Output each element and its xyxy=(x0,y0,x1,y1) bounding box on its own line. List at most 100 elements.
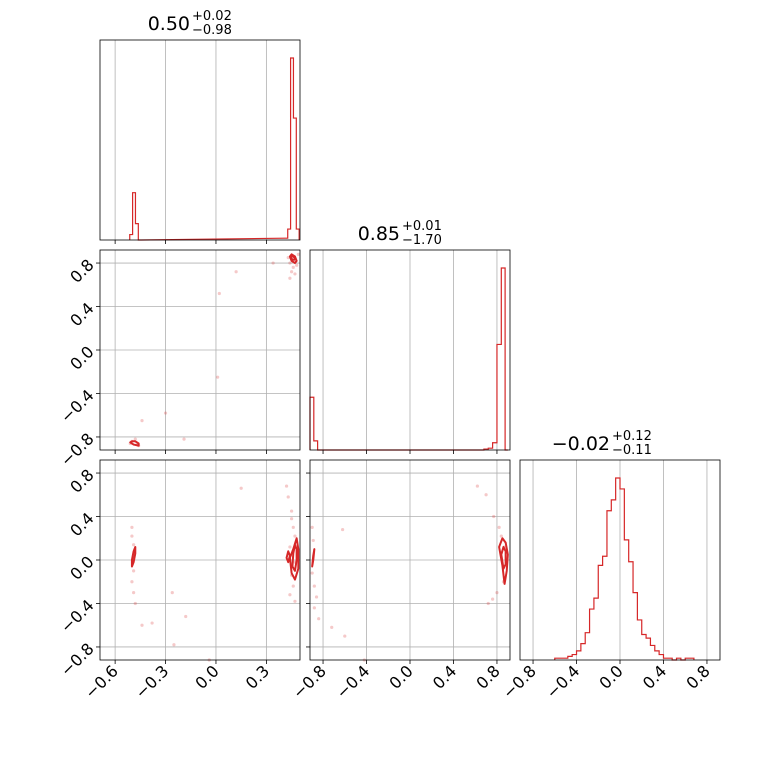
scatter-point xyxy=(163,411,168,415)
scatter-point xyxy=(284,484,289,488)
scatter-point xyxy=(288,545,292,549)
scatter-point xyxy=(172,643,176,647)
tick-label-y: −0.4 xyxy=(57,596,98,637)
scatter-point xyxy=(133,437,137,441)
scatter-point xyxy=(217,291,221,296)
tick-label-y: 0.8 xyxy=(66,465,97,496)
density-contour xyxy=(288,253,298,265)
title-plus-2: +0.12 xyxy=(612,429,652,444)
scatter-panel-0-1: −0.8−0.4 0.0 0.4 0.8 xyxy=(57,249,301,470)
scatter-point xyxy=(295,263,299,267)
scatter-point xyxy=(288,261,292,265)
tick-label-x: 0.0 xyxy=(595,661,626,692)
scatter-point xyxy=(317,617,321,621)
scatter-point xyxy=(484,493,488,497)
tick-label-x: −0.6 xyxy=(81,661,122,702)
scatter-point xyxy=(343,634,347,638)
scatter-point xyxy=(132,543,136,547)
tick-label-x: 0.8 xyxy=(682,661,713,692)
histogram-2: −0.8 −0.4 0.0 0.4 0.8 −0.02 +0.12−0.11 xyxy=(499,429,721,702)
title-median-0: 0.50 xyxy=(148,13,190,35)
scatter-point xyxy=(293,272,297,276)
scatter-point xyxy=(499,534,503,538)
tick-label-x: −0.4 xyxy=(332,661,373,702)
tick-label-x: −0.4 xyxy=(542,661,583,702)
scatter-point xyxy=(130,534,134,538)
scatter-panel-0-2: −0.6 −0.3 0.0 0.3 −0.8−0.4 0.0 0.4 0.8 xyxy=(57,459,301,702)
scatter-point xyxy=(130,580,134,584)
scatter-point xyxy=(286,495,290,499)
scatter-point xyxy=(239,486,243,490)
density-contour xyxy=(285,550,291,564)
density-contour xyxy=(289,254,296,261)
scatter-point xyxy=(288,276,292,280)
scatter-point xyxy=(291,265,295,269)
tick-label-x: 0.0 xyxy=(385,661,416,692)
scatter-point xyxy=(310,571,314,575)
tick-label-x: 0.4 xyxy=(429,661,460,692)
scatter-point xyxy=(216,375,220,379)
title-minus-2: −0.11 xyxy=(612,443,652,458)
tick-label-y: 0.4 xyxy=(66,509,97,540)
histogram-step-0 xyxy=(129,57,300,241)
scatter-point xyxy=(312,584,316,588)
axes-frame xyxy=(99,39,301,241)
title-median-2: −0.02 xyxy=(552,433,610,455)
density-contour xyxy=(291,543,298,572)
tick-label-x: −0.3 xyxy=(131,661,172,702)
histogram-1: 0.85 +0.01−1.70 xyxy=(309,219,511,454)
tick-label-y: 0.4 xyxy=(66,299,97,330)
scatter-point xyxy=(289,509,294,513)
title-minus-1: −1.70 xyxy=(402,233,442,248)
tick-label-y: −0.4 xyxy=(57,386,98,427)
histogram-0: 0.50 +0.02−0.98 xyxy=(99,9,301,244)
tick-label-y: 0.0 xyxy=(66,552,97,583)
scatter-point xyxy=(130,525,134,529)
title-minus-0: −0.98 xyxy=(192,23,232,38)
tick-label-y: −0.8 xyxy=(57,429,98,470)
scatter-point xyxy=(288,593,292,597)
scatter-point xyxy=(291,584,295,588)
scatter-point xyxy=(140,419,144,423)
density-contour xyxy=(311,548,316,568)
tick-label-y: 0.0 xyxy=(66,342,97,373)
scatter-point xyxy=(492,514,496,519)
tick-label-x: 0.4 xyxy=(639,661,670,692)
tick-label-x: 0.0 xyxy=(191,661,222,692)
scatter-point xyxy=(491,597,495,601)
scatter-point xyxy=(234,270,238,274)
scatter-point xyxy=(289,270,294,274)
histogram-step-2 xyxy=(554,477,695,661)
scatter-point xyxy=(184,614,188,619)
tick-label-x: −0.8 xyxy=(499,661,540,702)
histogram-0-background xyxy=(100,40,300,240)
scatter-point xyxy=(312,606,316,610)
scatter-point xyxy=(291,525,295,529)
scatter-point xyxy=(182,437,186,441)
density-contour xyxy=(129,440,140,447)
scatter-point xyxy=(293,534,297,538)
scatter-point xyxy=(132,591,136,595)
scatter-point xyxy=(475,484,479,488)
scatter-panel-1-2: −0.8 −0.4 0.0 0.4 0.8 xyxy=(289,459,511,702)
scatter-point xyxy=(133,601,137,606)
density-contour xyxy=(500,545,507,570)
density-contour xyxy=(130,545,137,568)
scatter-point xyxy=(486,601,490,606)
tick-label-y: −0.8 xyxy=(57,639,98,680)
scatter-point xyxy=(271,261,275,265)
scatter-point xyxy=(310,525,314,529)
scatter-point xyxy=(170,591,174,595)
title-plus-0: +0.02 xyxy=(192,9,232,24)
scatter-point xyxy=(293,599,297,603)
tick-label-y: 0.8 xyxy=(66,255,97,286)
scatter-point xyxy=(341,527,345,532)
scatter-point xyxy=(330,625,334,629)
scatter-point xyxy=(497,525,501,529)
tick-label-x: 0.3 xyxy=(242,661,273,692)
histogram-step-1 xyxy=(309,267,508,451)
scatter-point xyxy=(495,591,499,595)
title-median-1: 0.85 xyxy=(358,223,400,245)
scatter-point xyxy=(296,252,300,256)
